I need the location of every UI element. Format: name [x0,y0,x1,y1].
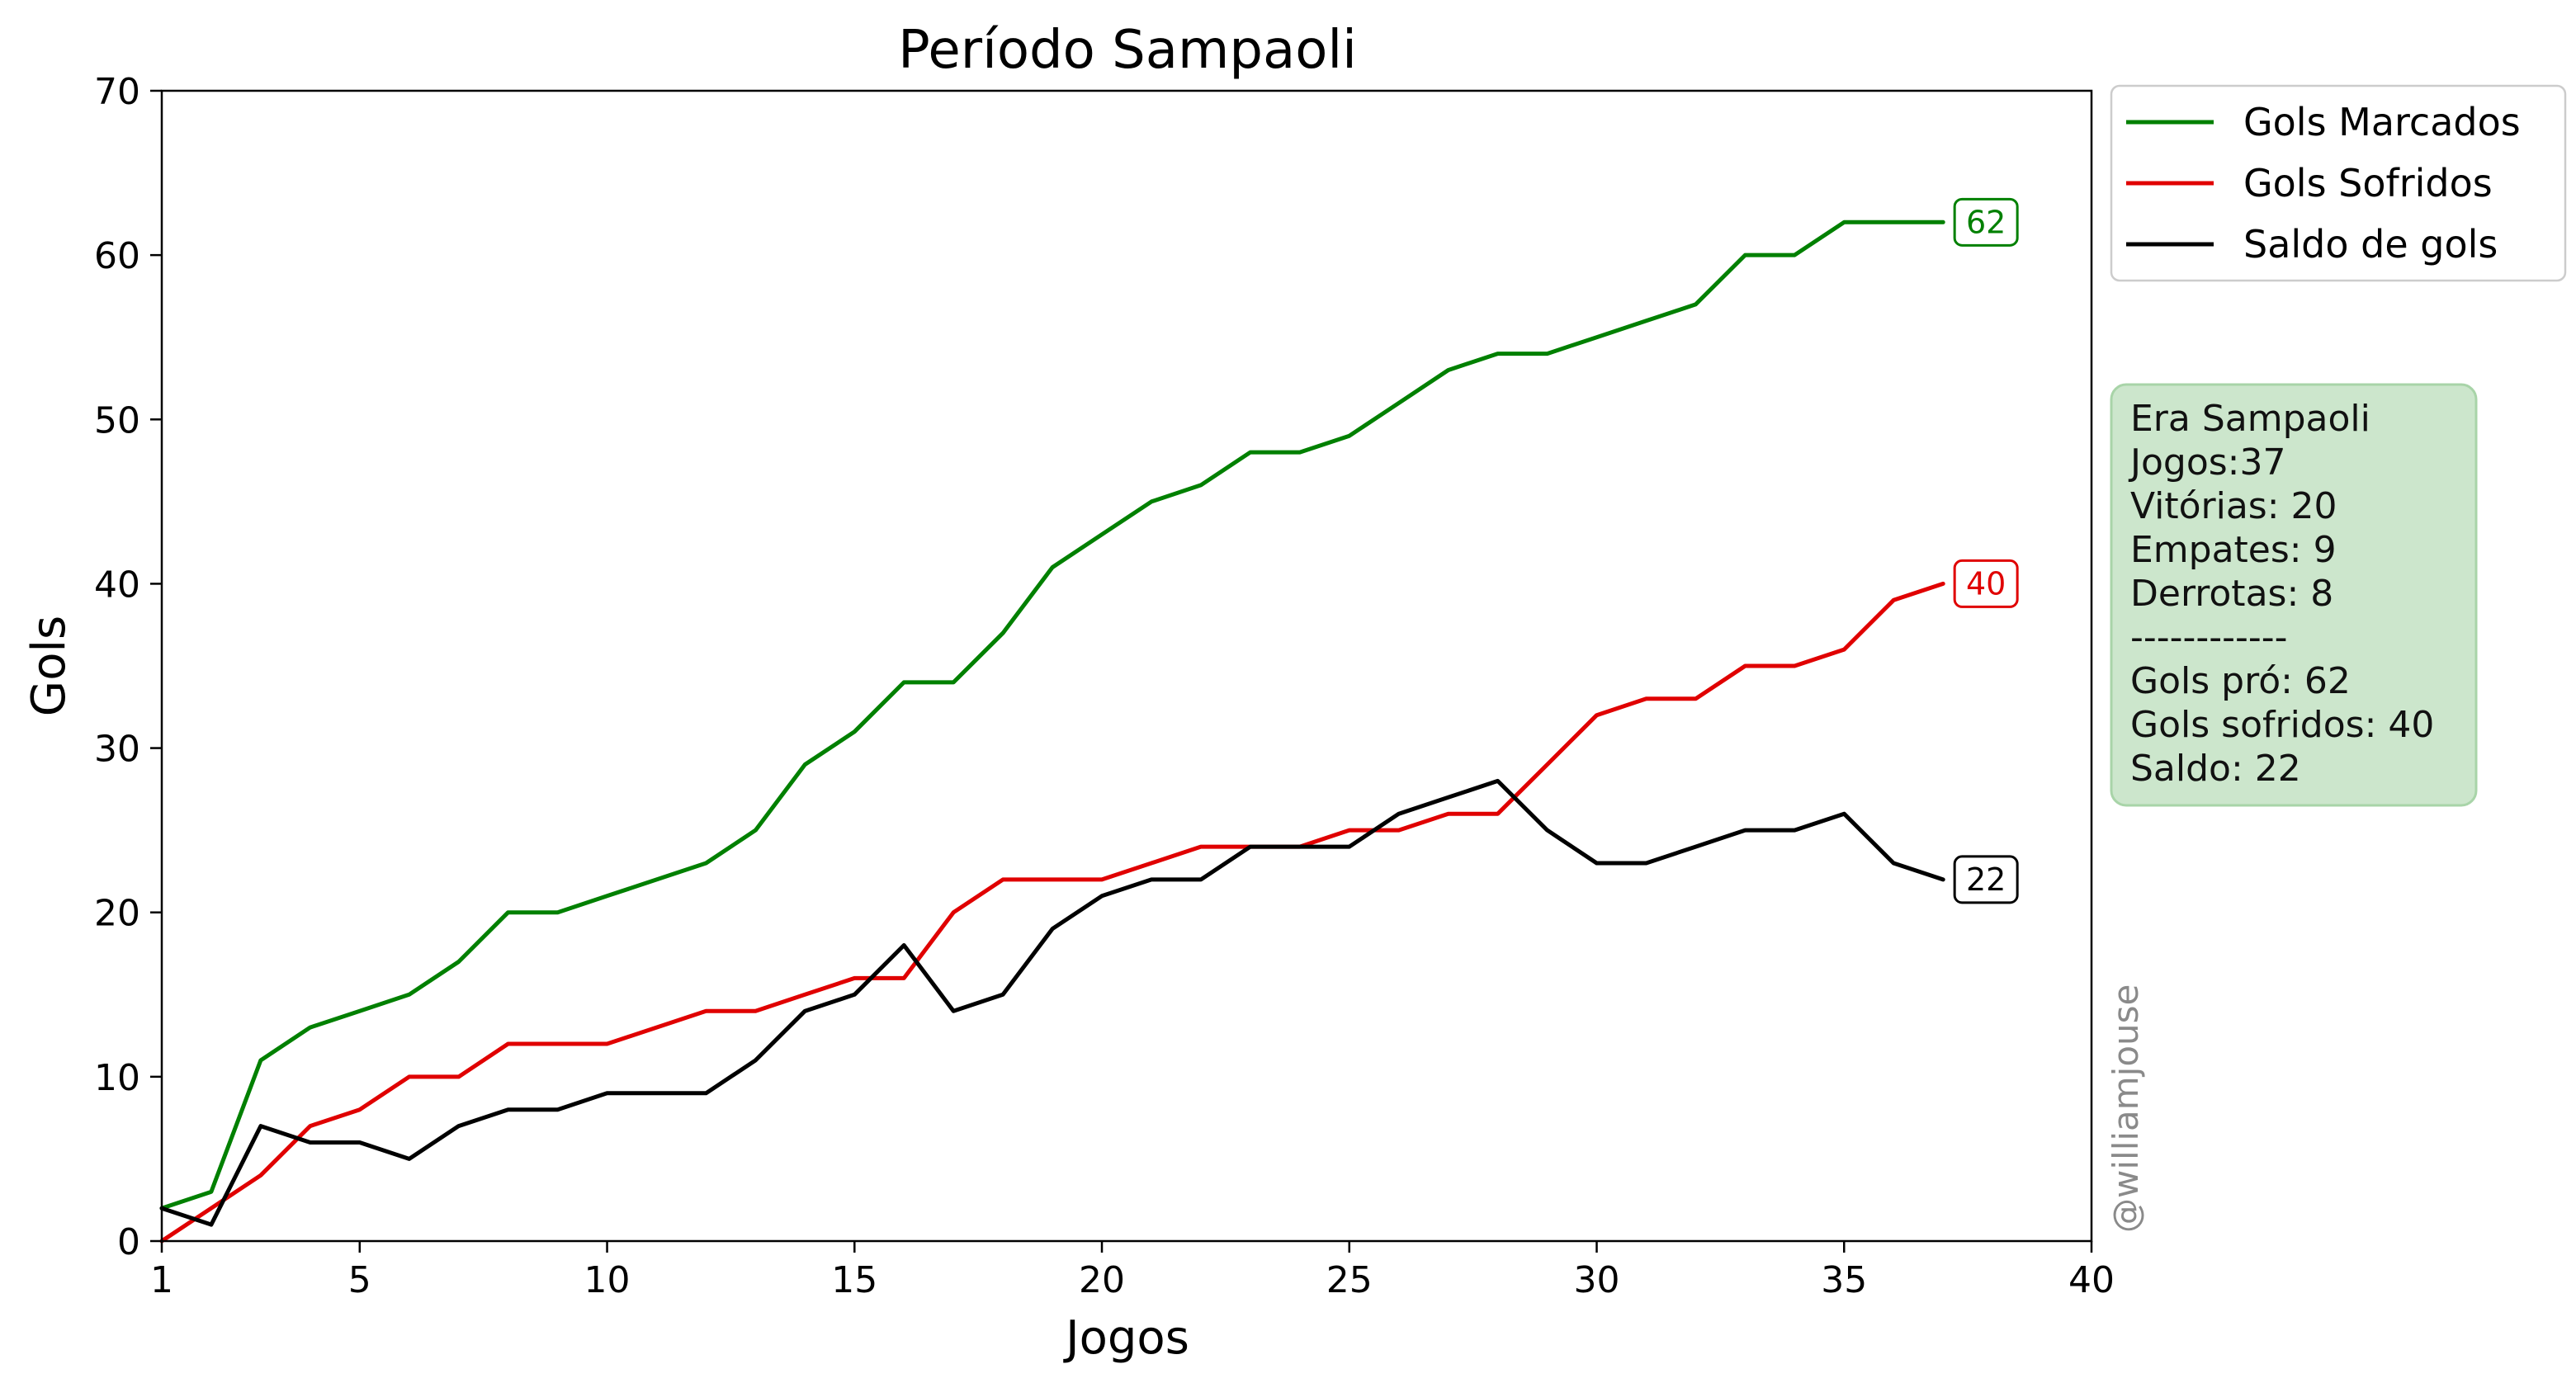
legend-label-gols-sofridos: Gols Sofridos [2243,161,2493,205]
x-axis: 1 5 10 15 20 25 30 35 40 [150,1241,2115,1301]
x-tick-label: 30 [1574,1259,1620,1301]
info-box-line: ------------ [2130,616,2288,658]
y-axis-title: Gols [22,616,76,716]
series-line-gols-marcados [159,219,1945,1211]
info-box-line: Gols sofridos: 40 [2130,704,2434,746]
end-label-text: 22 [1966,861,2006,898]
y-tick-label: 60 [94,235,140,277]
end-label-text: 40 [1966,565,2006,602]
series-line-gols-sofridos [159,581,1945,1244]
plot-frame [160,89,2093,1243]
y-tick-label: 20 [94,893,140,935]
x-tick-label: 1 [150,1259,173,1301]
plot-lines [159,219,1945,1244]
end-label-box [1953,197,2019,247]
info-box-line: Gols pró: 62 [2130,660,2351,702]
info-box-line: Jogos:37 [2128,441,2285,484]
legend: Gols Marcados Gols Sofridos Saldo de gols [2110,84,2567,282]
info-box-line: Era Sampaoli [2130,398,2370,440]
y-tick-label: 30 [94,729,140,771]
end-label-text: 62 [1966,204,2006,240]
y-tick-label: 70 [94,71,140,113]
y-tick-label: 40 [94,564,140,606]
x-tick-label: 10 [584,1259,631,1301]
info-box-frame [2110,383,2478,807]
end-label-gols-marcados: 62 [1953,197,2019,247]
info-box-line: Saldo: 22 [2130,748,2301,790]
y-axis: 0 10 20 30 40 50 60 70 [94,71,162,1263]
y-tick-label: 10 [94,1057,140,1099]
info-box-line: Derrotas: 8 [2130,573,2333,615]
end-label-saldo-de-gols: 22 [1953,855,2019,904]
info-box-line: Empates: 9 [2130,529,2337,571]
x-tick-label: 25 [1326,1259,1373,1301]
legend-label-saldo-de-gols: Saldo de gols [2243,222,2498,267]
end-label-box [1953,855,2019,904]
y-tick-label: 50 [94,399,140,441]
x-tick-label: 35 [1821,1259,1867,1301]
end-label-box [1953,559,2019,608]
x-tick-label: 15 [831,1259,877,1301]
series-line-saldo-de-gols [159,778,1945,1227]
end-label-gols-sofridos: 40 [1953,559,2019,608]
x-tick-label: 5 [348,1259,371,1301]
y-tick-label: 0 [117,1221,140,1263]
info-box-line: Vitórias: 20 [2130,485,2337,527]
x-axis-title: Jogos [1063,1311,1189,1365]
x-tick-label: 20 [1079,1259,1125,1301]
chart-title: Período Sampaoli [898,20,1357,81]
end-labels: 62 40 22 [1953,197,2019,904]
legend-label-gols-marcados: Gols Marcados [2243,100,2521,144]
x-tick-label: 40 [2068,1259,2115,1301]
legend-frame [2110,84,2567,282]
watermark: @williamjouse [2106,984,2146,1233]
